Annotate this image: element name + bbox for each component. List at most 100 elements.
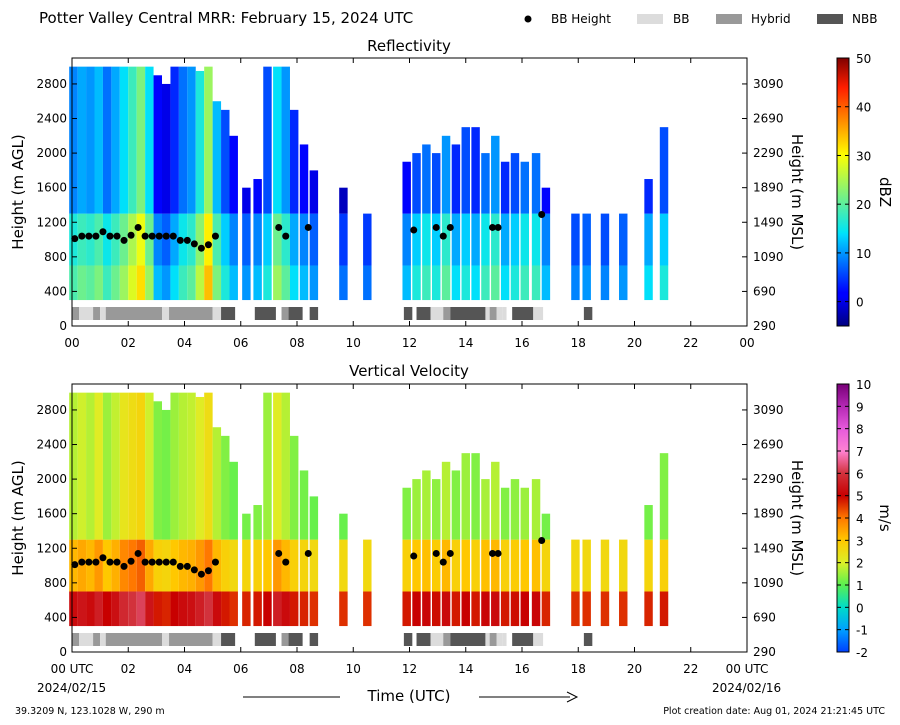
echo-cell [644, 265, 653, 301]
bb-class-segment-hybrid [281, 307, 289, 320]
bb-class-segment-nbb [450, 633, 486, 646]
echo-cell [187, 591, 196, 627]
bb-height-point [155, 232, 163, 240]
y-tick-label: 800 [44, 576, 67, 590]
echo-cell [111, 265, 120, 301]
echo-cell [187, 213, 196, 266]
y-tick-label: 800 [44, 250, 67, 264]
echo-cell [510, 153, 520, 214]
echo-cell [111, 213, 120, 266]
bb-height-point [148, 558, 156, 566]
x-tick-label: 14 [458, 336, 473, 350]
bb-height-point [127, 231, 135, 239]
bb-class-segment-nbb [288, 633, 303, 646]
echo-cell [94, 539, 103, 592]
echo-cell [582, 539, 591, 592]
bb-class-segment-nbb [254, 633, 276, 646]
echo-cell [402, 487, 411, 540]
bb-class-segment-nbb [512, 633, 534, 646]
echo-cell [136, 392, 146, 540]
bb-class-segment-bb [162, 307, 170, 320]
echo-cell [659, 265, 669, 301]
echo-cell [94, 392, 103, 540]
echo-cell [299, 144, 309, 214]
echo-cell [432, 539, 441, 592]
echo-cell [253, 591, 262, 627]
echo-cell [69, 591, 78, 627]
echo-cell [242, 539, 251, 592]
y-tick-label: 2800 [36, 77, 67, 91]
echo-cell [402, 213, 411, 266]
bb-height-point [446, 549, 454, 557]
echo-cell [422, 591, 431, 627]
echo-cell [242, 591, 251, 627]
echo-cell [94, 265, 103, 301]
echo-cell [363, 591, 372, 627]
echo-cell [204, 392, 213, 540]
echo-cell [644, 213, 653, 266]
velocity-bb-height-points [71, 536, 546, 578]
bb-height-point [204, 567, 212, 575]
echo-cell [289, 213, 299, 266]
bb-class-segment-nbb [221, 307, 236, 320]
start-date-label: 2024/02/15 [37, 681, 106, 695]
x-tick-label: 06 [233, 662, 248, 676]
echo-cell [242, 213, 251, 266]
footer-location: 39.3209 N, 123.1028 W, 290 m [15, 706, 165, 717]
x-tick-label: 06 [233, 336, 248, 350]
bb-height-point [148, 232, 156, 240]
bb-height-point [71, 235, 79, 243]
echo-cell [309, 213, 319, 266]
echo-cell [441, 461, 451, 540]
echo-cell [153, 75, 162, 214]
y-right-tick-label: 1490 [753, 215, 784, 229]
echo-cell [273, 265, 282, 301]
bb-class-segment-hybrid [169, 307, 213, 320]
bb-height-point [85, 232, 93, 240]
echo-cell [77, 392, 87, 540]
echo-cell [229, 135, 238, 214]
echo-cell [187, 66, 196, 214]
echo-cell [481, 479, 490, 540]
echo-cell [111, 539, 120, 592]
echo-cell [363, 213, 372, 266]
y-right-tick-label: 690 [753, 610, 776, 624]
echo-cell [510, 591, 520, 627]
bb-height-point [176, 236, 184, 244]
x-tick-label: 12 [402, 336, 417, 350]
echo-cell [86, 591, 95, 627]
echo-cell [412, 213, 421, 266]
echo-cell [204, 66, 213, 214]
echo-cell [204, 591, 213, 627]
echo-cell [309, 539, 319, 592]
bb-class-segment-hybrid [105, 307, 162, 320]
velocity-axes: 00 UTC 02 04 06 08 10 12 14 16 18 20 22 00 UTC 0 400 80… [36, 384, 784, 676]
bb-class-segment-bb [496, 633, 503, 646]
echo-cell [422, 213, 431, 266]
x-tick-label: 04 [177, 336, 192, 350]
bb-height-point [85, 558, 93, 566]
y-right-tick-label: 690 [753, 284, 776, 298]
echo-cell [422, 265, 431, 301]
echo-cell [229, 213, 238, 266]
echo-cell [204, 213, 213, 266]
echo-cell [145, 265, 154, 301]
bb-class-segment-hybrid [93, 633, 101, 646]
echo-cell [299, 470, 309, 540]
echo-cell [119, 66, 129, 214]
bb-height-point [162, 558, 170, 566]
bb-class-segment-bb [100, 633, 106, 646]
echo-cell [145, 539, 154, 592]
y-tick-label: 2000 [36, 472, 67, 486]
bb-height-point [211, 232, 219, 240]
bb-height-point [120, 236, 128, 244]
echo-cell [510, 213, 520, 266]
bb-height-point [275, 223, 283, 231]
colorbar-tick-label: 2 [856, 557, 864, 571]
echo-cell [309, 496, 319, 540]
echo-cell [461, 265, 470, 301]
bb-height-point [78, 558, 86, 566]
echo-cell [644, 505, 653, 540]
echo-cell [212, 213, 222, 266]
y-right-tick-label: 2690 [753, 438, 784, 452]
